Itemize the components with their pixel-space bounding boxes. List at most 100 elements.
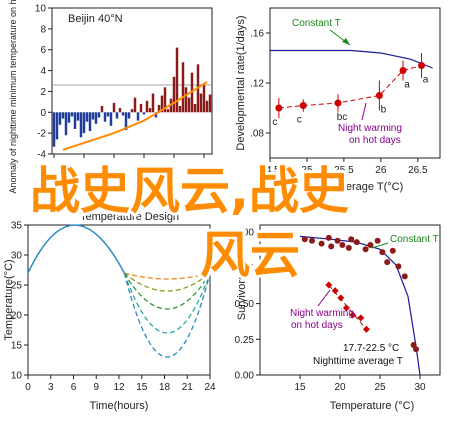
panel-c-ytick-label: 15 xyxy=(11,341,23,352)
panel-d-constant-point xyxy=(367,242,374,248)
panel-d-ytick-label: 0.75 xyxy=(235,263,255,274)
panel-a-bar xyxy=(163,87,167,113)
panel-d-ytick-label: 0.50 xyxy=(235,299,255,310)
panel-a-frame xyxy=(51,7,213,155)
panel-d-constant-point xyxy=(379,249,386,256)
panel-a-bar xyxy=(187,97,191,113)
panel-d-constant-point xyxy=(318,240,325,247)
panel-c-night-curve xyxy=(123,272,211,292)
panel-a-bar xyxy=(103,112,107,122)
panel-a-bar xyxy=(88,112,92,132)
panel-a-bar xyxy=(205,100,209,113)
panel-d-constant-point xyxy=(334,237,341,244)
panel-a-ytick-label: 6 xyxy=(40,45,46,56)
panel-d-constant-point xyxy=(325,234,332,241)
panel-d-x-axis-label: Temperature (°C) xyxy=(330,400,414,412)
panel-d-xtick-label: 20 xyxy=(334,382,346,393)
panel-b-point xyxy=(375,92,383,99)
panel-c-ytick-label: 25 xyxy=(11,281,23,292)
panel-a-ytick-label: 2 xyxy=(40,87,46,98)
panel-a-bar xyxy=(178,106,182,113)
panel-a-axis-ticks: -4 -2 0 2 4 6 8 10 xyxy=(35,4,205,161)
panel-d-night-warming-point xyxy=(362,325,370,333)
panel-b-point-label: a xyxy=(404,80,410,91)
panel-d-constant-point xyxy=(395,263,402,270)
panel-a-ytick-label: 10 xyxy=(35,4,47,15)
panel-a-bar xyxy=(52,112,56,147)
panel-d-nighttime-label: Nighttime average T xyxy=(313,356,403,367)
panel-a-title: Beijin 40°N xyxy=(68,13,123,25)
panel-d-ytick-label: 0.25 xyxy=(235,335,255,346)
panel-d-constant-point xyxy=(339,242,346,248)
panel-c-y-axis-label: Temperature(°C) xyxy=(3,259,15,340)
panel-d-night-warming-point xyxy=(342,304,350,312)
panel-b-point-label: c xyxy=(297,115,302,126)
panel-c-xtick-label: 12 xyxy=(113,382,125,393)
panel-a-bar xyxy=(148,108,152,113)
panel-a-bar xyxy=(73,112,77,129)
panel-d-night-warming-point xyxy=(331,287,339,295)
panel-c: 10 15 20 25 30 35 0 3 6 9 12 15 18 21 24 Temperature D… xyxy=(3,211,216,412)
panel-c-night-curve xyxy=(123,272,211,310)
panel-d-frame xyxy=(259,224,441,376)
panel-b-x-axis-label: Daily average T(°C) xyxy=(307,181,404,193)
panel-c-x-axis-label: Time(hours) xyxy=(90,400,149,412)
panel-a-bar xyxy=(112,102,116,113)
panel-b-xtick-label: 25.5 xyxy=(334,165,354,176)
panel-d-night-warming-arrow xyxy=(317,289,331,307)
panel-b-ytick-label: .08 xyxy=(250,129,264,140)
panel-b-point xyxy=(275,104,283,112)
panel-d-constant-point xyxy=(389,247,396,254)
panel-a-ytick-label: -4 xyxy=(37,150,46,161)
panel-c-xtick-label: 0 xyxy=(25,382,31,393)
panel-a-bar xyxy=(145,100,149,113)
panel-a-bar xyxy=(184,87,188,113)
panel-c-frame xyxy=(27,224,211,376)
panel-a-bar xyxy=(130,109,134,113)
panel-a-bar xyxy=(160,95,164,113)
panel-c-title: Temperature Design xyxy=(80,211,179,223)
panel-d-constant-point xyxy=(374,237,381,244)
panel-b-xtick-label: 26.5 xyxy=(408,165,428,176)
panel-a-bar xyxy=(193,103,197,113)
panel-a-bar xyxy=(67,112,71,123)
panel-d-axis-ticks: 0.00 0.25 0.50 0.75 1.00 15 20 25 30 xyxy=(235,228,426,393)
panel-c-ytick-label: 30 xyxy=(11,251,23,262)
panel-c-ytick-label: 20 xyxy=(11,311,23,322)
panel-a-bar xyxy=(79,112,83,138)
panel-d-range-label: 17.7-22.5 °C xyxy=(343,343,399,354)
panel-a-bar xyxy=(157,104,161,113)
panel-a-ytick-label: -2 xyxy=(37,129,46,140)
panel-b-ytick-label: .12 xyxy=(250,79,264,90)
panel-d-points xyxy=(301,234,419,353)
panel-d-night-warming-point xyxy=(325,281,333,289)
panel-d-ytick-label: 1.00 xyxy=(235,228,255,239)
panel-a-ytick-label: 0 xyxy=(40,108,46,119)
panel-d-constant-point xyxy=(345,244,352,251)
panel-b-point-label: c xyxy=(272,117,277,128)
panel-d-xtick-label: 30 xyxy=(414,382,426,393)
panel-d-night-warming-label: Night warming xyxy=(290,308,354,319)
panel-b-point xyxy=(334,99,342,107)
panel-a-bar xyxy=(172,76,176,113)
panel-c-axis-ticks: 10 15 20 25 30 35 0 3 6 9 12 15 18 21 24 xyxy=(11,221,216,394)
panel-a-bar xyxy=(175,47,179,113)
panel-a-bar xyxy=(55,112,59,140)
panel-c-xtick-label: 15 xyxy=(136,382,148,393)
panel-b-xtick-label: 25 xyxy=(301,165,313,176)
panel-a: -4 -2 0 2 4 6 8 10 Beijin 40°N Anomaly of night… xyxy=(8,0,213,194)
panel-a-bar xyxy=(166,109,170,113)
panel-a-bar xyxy=(109,112,113,126)
panel-a-bar xyxy=(82,112,86,134)
panel-b-night-warming-label: Night warming xyxy=(338,123,402,134)
panel-d-constant-point xyxy=(328,243,335,250)
panel-a-bars xyxy=(52,47,212,147)
panel-b-ytick-label: .16 xyxy=(250,29,264,40)
panel-a-bar xyxy=(58,112,62,125)
panel-a-bar xyxy=(202,85,206,113)
panel-b-point xyxy=(299,102,307,109)
panel-a-bar xyxy=(94,112,98,124)
panel-b-point xyxy=(418,62,426,69)
panel-a-bar xyxy=(133,97,137,113)
